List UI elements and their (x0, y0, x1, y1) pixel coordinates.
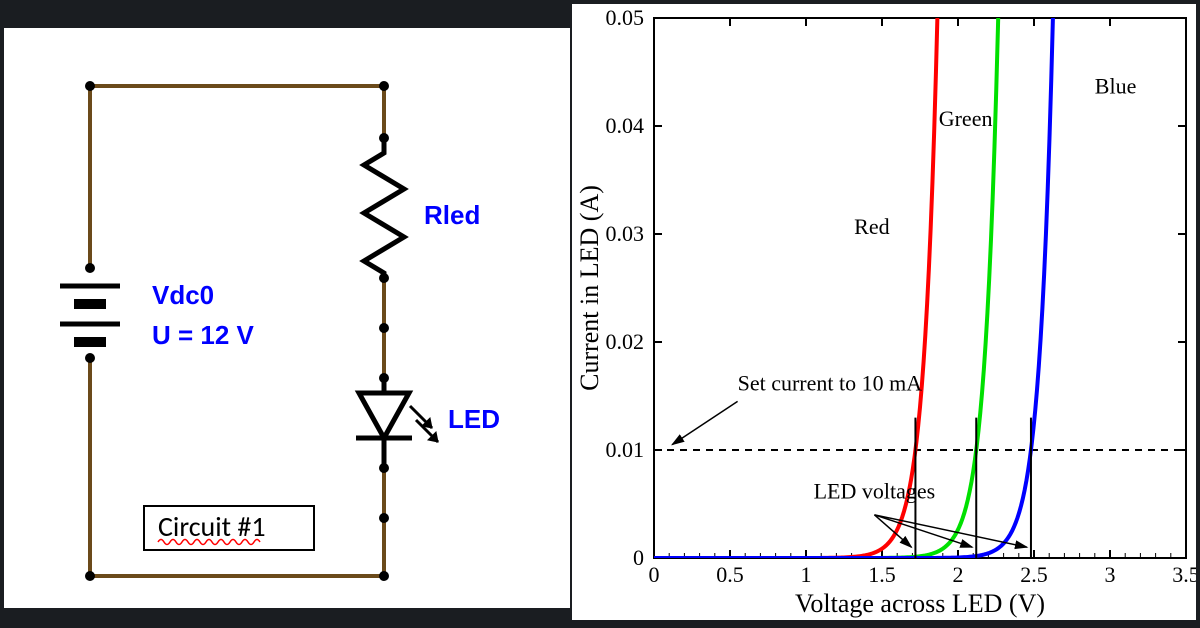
set-current-text: Set current to 10 mA (738, 371, 923, 396)
y-tick-label: 0.03 (606, 221, 645, 246)
label-blue: Blue (1095, 74, 1137, 99)
circuit-title: Circuit #1 (158, 509, 266, 544)
resistor-label: Rled (424, 200, 480, 230)
chart-panel: 0 0.5 1 1.5 2 2.5 3 3.5 0 0.01 0.02 0.03 0.04 0.05 Vol… (572, 4, 1196, 620)
y-tick-label: 0.05 (606, 5, 645, 30)
led-label: LED (448, 404, 500, 434)
x-tick-label: 2.5 (1020, 562, 1048, 587)
y-axis-title: Current in LED (A) (575, 185, 604, 391)
x-tick-label: 2 (953, 562, 964, 587)
y-tick-label: 0 (633, 545, 644, 570)
x-tick-label: 1 (801, 562, 812, 587)
x-tick-label: 3.5 (1172, 562, 1196, 587)
battery-symbol (60, 286, 120, 342)
led-voltages-text: LED voltages (814, 479, 936, 504)
label-green: Green (939, 106, 993, 131)
x-tick-label: 1.5 (868, 562, 896, 587)
source-label: Vdc0 (152, 280, 214, 310)
label-red: Red (854, 214, 889, 239)
led-voltages-arrow (874, 515, 911, 547)
circuit-panel: Vdc0 U = 12 V Rled LED Circuit #1 (4, 28, 570, 608)
plot-frame (654, 18, 1186, 558)
x-tick-label: 0.5 (716, 562, 744, 587)
circuit-svg: Vdc0 U = 12 V Rled LED Circuit #1 (4, 28, 570, 608)
x-tick-label: 3 (1105, 562, 1116, 587)
y-tick-label: 0.02 (606, 329, 645, 354)
chart-svg: 0 0.5 1 1.5 2 2.5 3 3.5 0 0.01 0.02 0.03 0.04 0.05 Vol… (572, 4, 1196, 620)
led-symbol (356, 378, 438, 468)
y-tick-label: 0.04 (606, 113, 645, 138)
source-value: U = 12 V (152, 320, 255, 350)
x-axis-title: Voltage across LED (V) (795, 589, 1045, 618)
x-tick-label: 0 (649, 562, 660, 587)
resistor-symbol (364, 138, 404, 278)
set-current-arrow (672, 401, 737, 444)
y-tick-label: 0.01 (606, 437, 645, 462)
